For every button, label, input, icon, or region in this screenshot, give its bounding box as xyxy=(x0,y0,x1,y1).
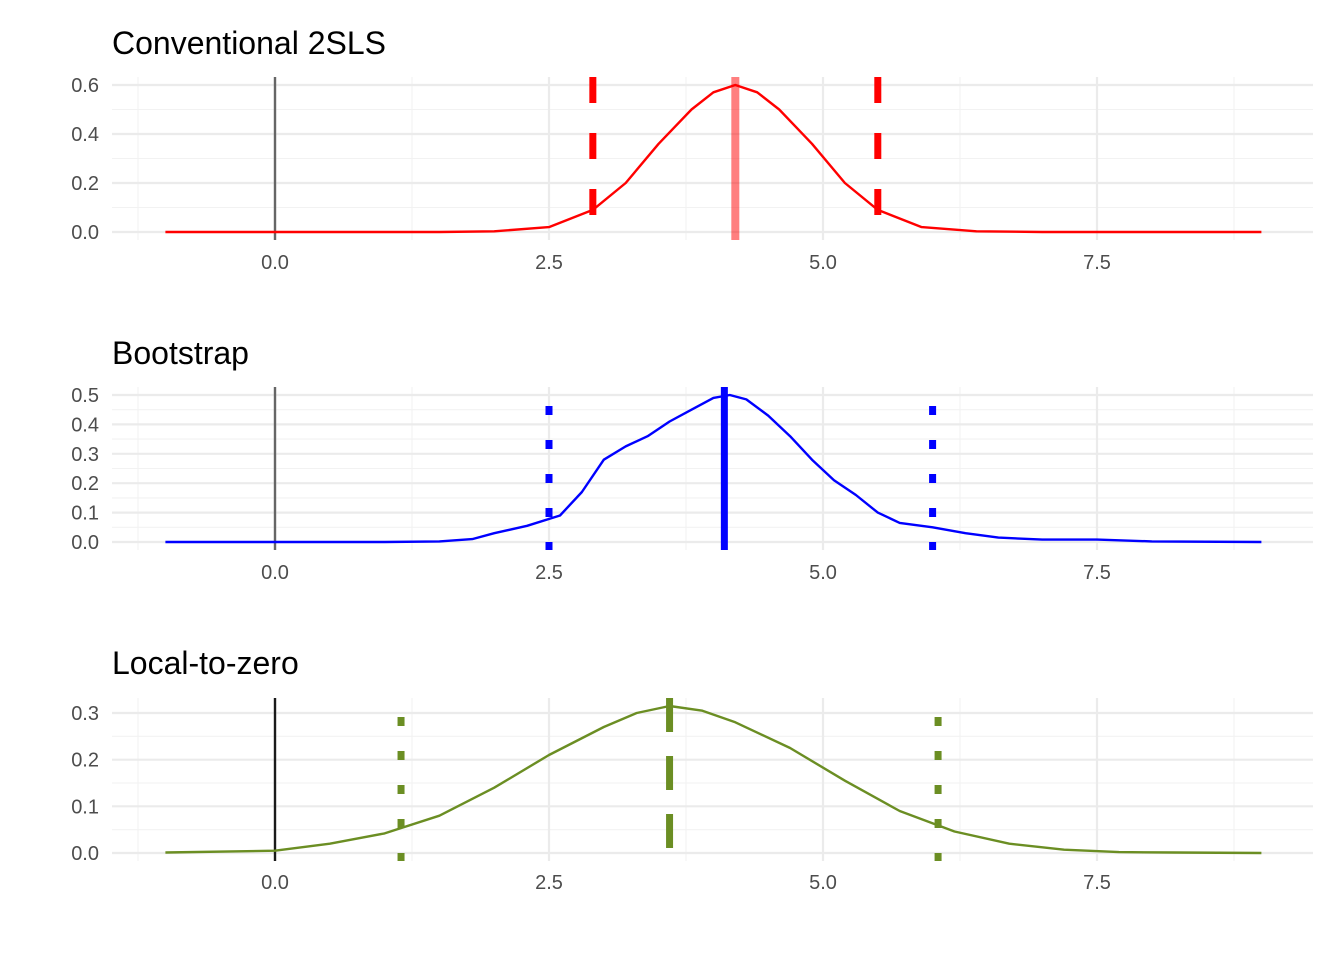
y-tick-label: 0.3 xyxy=(71,444,99,466)
y-tick-label: 0.2 xyxy=(71,750,99,772)
panel-title: Local-to-zero xyxy=(112,645,299,681)
x-tick-label: 7.5 xyxy=(1083,252,1111,274)
y-tick-label: 0.2 xyxy=(71,473,99,495)
y-tick-label: 0.0 xyxy=(71,222,99,244)
x-tick-label: 7.5 xyxy=(1083,562,1111,584)
x-tick-label: 2.5 xyxy=(535,252,563,274)
x-tick-label: 5.0 xyxy=(809,562,837,584)
panel-title: Bootstrap xyxy=(112,335,249,371)
y-tick-label: 0.0 xyxy=(71,532,99,554)
y-tick-label: 0.1 xyxy=(71,796,99,818)
x-tick-label: 7.5 xyxy=(1083,872,1111,894)
y-tick-label: 0.4 xyxy=(71,124,99,146)
x-tick-label: 2.5 xyxy=(535,872,563,894)
y-tick-label: 0.4 xyxy=(71,414,99,436)
y-tick-label: 0.2 xyxy=(71,173,99,195)
y-tick-label: 0.1 xyxy=(71,503,99,525)
y-tick-label: 0.3 xyxy=(71,703,99,725)
y-tick-label: 0.6 xyxy=(71,75,99,97)
panel-2: Bootstrap 0.0 0.1 0.2 0.3 0.4 0.5 0.0 2.5 5.0 7.5 xyxy=(71,335,1313,584)
x-tick-label: 5.0 xyxy=(809,252,837,274)
x-tick-label: 5.0 xyxy=(809,872,837,894)
x-tick-label: 2.5 xyxy=(535,562,563,584)
panel-3: Local-to-zero 0.0 0.1 0.2 0.3 0.0 2.5 5.0 7.5 xyxy=(71,645,1313,894)
x-tick-label: 0.0 xyxy=(261,872,289,894)
y-tick-label: 0.5 xyxy=(71,385,99,407)
panel-1: Conventional 2SLS 0.0 0.2 0.4 0.6 0.0 2.5 5.0 7.… xyxy=(71,25,1313,274)
density-curve xyxy=(165,83,1262,234)
panel-title: Conventional 2SLS xyxy=(112,25,386,61)
y-tick-label: 0.0 xyxy=(71,843,99,865)
x-tick-label: 0.0 xyxy=(261,252,289,274)
density-curve xyxy=(165,393,1262,544)
x-tick-label: 0.0 xyxy=(261,562,289,584)
